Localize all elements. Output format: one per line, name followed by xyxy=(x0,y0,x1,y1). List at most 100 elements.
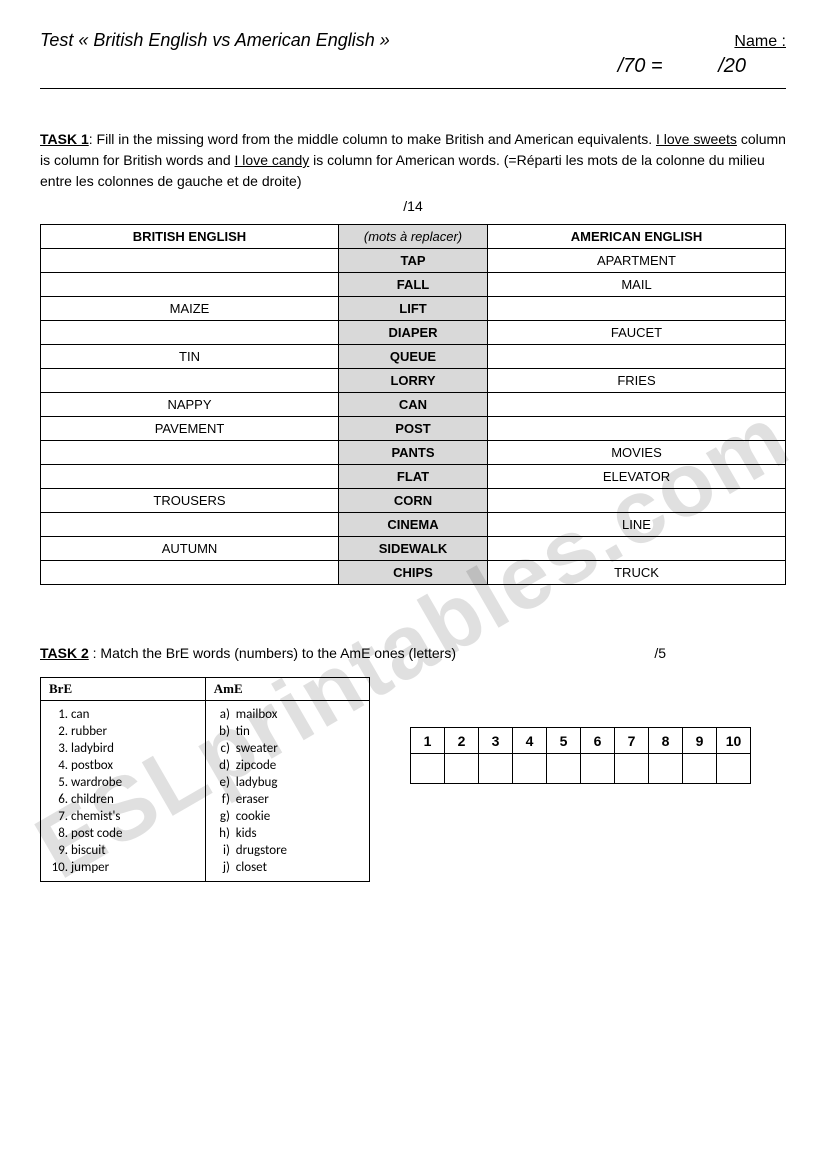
table-cell-middle: POST xyxy=(339,417,488,441)
header-divider xyxy=(40,88,786,89)
table-cell-middle: SIDEWALK xyxy=(339,537,488,561)
answer-blank-cell xyxy=(513,754,547,784)
task2-match-table: BrE AmE canrubberladybirdpostboxwardrobe… xyxy=(40,677,370,882)
table-cell-middle: CAN xyxy=(339,393,488,417)
list-item: drugstore xyxy=(236,842,361,859)
table-cell-british xyxy=(41,249,339,273)
answer-blank-cell xyxy=(581,754,615,784)
answer-header-cell: 4 xyxy=(513,728,547,754)
name-label: Name : xyxy=(734,33,786,51)
list-item: can xyxy=(71,706,197,723)
answer-header-cell: 1 xyxy=(411,728,445,754)
table-cell-american: TRUCK xyxy=(488,561,786,585)
task2-intro: TASK 2 : Match the BrE words (numbers) t… xyxy=(40,645,786,661)
task1-underline-1: I love sweets xyxy=(656,131,737,147)
table-cell-british xyxy=(41,465,339,489)
task2-answer-grid: 12345678910 xyxy=(410,727,751,784)
table-cell-british: PAVEMENT xyxy=(41,417,339,441)
table-cell-british: TROUSERS xyxy=(41,489,339,513)
list-item: kids xyxy=(236,825,361,842)
table-cell-british: AUTUMN xyxy=(41,537,339,561)
table-cell-middle: CINEMA xyxy=(339,513,488,537)
table-cell-middle: FALL xyxy=(339,273,488,297)
answer-header-cell: 8 xyxy=(649,728,683,754)
task1-score: /14 xyxy=(40,198,786,214)
table-cell-middle: QUEUE xyxy=(339,345,488,369)
table-cell-american xyxy=(488,417,786,441)
answer-header-cell: 10 xyxy=(717,728,751,754)
task1-underline-2: I love candy xyxy=(235,152,310,168)
table-cell-american: ELEVATOR xyxy=(488,465,786,489)
table-cell-american xyxy=(488,297,786,321)
list-item: eraser xyxy=(236,791,361,808)
score-right: /20 xyxy=(718,55,746,77)
task2-score: /5 xyxy=(654,645,666,661)
task2-header-bre: BrE xyxy=(41,678,206,701)
task2-label: TASK 2 xyxy=(40,645,89,661)
answer-header-cell: 7 xyxy=(615,728,649,754)
list-item: mailbox xyxy=(236,706,361,723)
list-item: cookie xyxy=(236,808,361,825)
table-cell-british xyxy=(41,561,339,585)
answer-header-cell: 5 xyxy=(547,728,581,754)
table-cell-middle: CORN xyxy=(339,489,488,513)
task2-header-ame: AmE xyxy=(205,678,369,701)
table-cell-middle: PANTS xyxy=(339,441,488,465)
answer-blank-cell xyxy=(717,754,751,784)
list-item: rubber xyxy=(71,723,197,740)
table-cell-american: MAIL xyxy=(488,273,786,297)
task2-text: : Match the BrE words (numbers) to the A… xyxy=(89,645,456,661)
list-item: ladybug xyxy=(236,774,361,791)
list-item: jumper xyxy=(71,859,197,876)
answer-blank-cell xyxy=(547,754,581,784)
answer-header-cell: 3 xyxy=(479,728,513,754)
list-item: sweater xyxy=(236,740,361,757)
answer-header-cell: 2 xyxy=(445,728,479,754)
task1-intro: TASK 1: Fill in the missing word from th… xyxy=(40,129,786,192)
answer-blank-cell xyxy=(445,754,479,784)
table-cell-american xyxy=(488,393,786,417)
score-row: /70 = /20 xyxy=(40,55,786,78)
table-cell-british xyxy=(41,441,339,465)
answer-blank-cell xyxy=(683,754,717,784)
table-cell-british: TIN xyxy=(41,345,339,369)
table-cell-british xyxy=(41,273,339,297)
table-cell-british: NAPPY xyxy=(41,393,339,417)
table-cell-american xyxy=(488,489,786,513)
table-cell-middle: CHIPS xyxy=(339,561,488,585)
task1-text-1: : Fill in the missing word from the midd… xyxy=(89,131,656,147)
bre-list: canrubberladybirdpostboxwardrobechildren… xyxy=(49,706,197,876)
list-item: closet xyxy=(236,859,361,876)
answer-header-cell: 9 xyxy=(683,728,717,754)
list-item: tin xyxy=(236,723,361,740)
task1-table: BRITISH ENGLISH (mots à replacer) AMERIC… xyxy=(40,224,786,585)
task1-header-british: BRITISH ENGLISH xyxy=(41,225,339,249)
task1-label: TASK 1 xyxy=(40,131,89,147)
table-cell-middle: FLAT xyxy=(339,465,488,489)
list-item: wardrobe xyxy=(71,774,197,791)
list-item: chemist's xyxy=(71,808,197,825)
table-cell-british: MAIZE xyxy=(41,297,339,321)
table-cell-british xyxy=(41,321,339,345)
answer-blank-cell xyxy=(411,754,445,784)
table-cell-british xyxy=(41,369,339,393)
answer-blank-cell xyxy=(479,754,513,784)
table-cell-american: FAUCET xyxy=(488,321,786,345)
list-item: post code xyxy=(71,825,197,842)
table-cell-middle: LIFT xyxy=(339,297,488,321)
list-item: biscuit xyxy=(71,842,197,859)
table-cell-american: LINE xyxy=(488,513,786,537)
score-left: /70 = xyxy=(618,55,663,77)
table-cell-middle: TAP xyxy=(339,249,488,273)
table-cell-american xyxy=(488,537,786,561)
table-cell-middle: LORRY xyxy=(339,369,488,393)
answer-header-cell: 6 xyxy=(581,728,615,754)
task1-header-american: AMERICAN ENGLISH xyxy=(488,225,786,249)
list-item: ladybird xyxy=(71,740,197,757)
table-cell-american: FRIES xyxy=(488,369,786,393)
answer-blank-cell xyxy=(615,754,649,784)
list-item: zipcode xyxy=(236,757,361,774)
list-item: postbox xyxy=(71,757,197,774)
page-title: Test « British English vs American Engli… xyxy=(40,30,390,51)
table-cell-american xyxy=(488,345,786,369)
